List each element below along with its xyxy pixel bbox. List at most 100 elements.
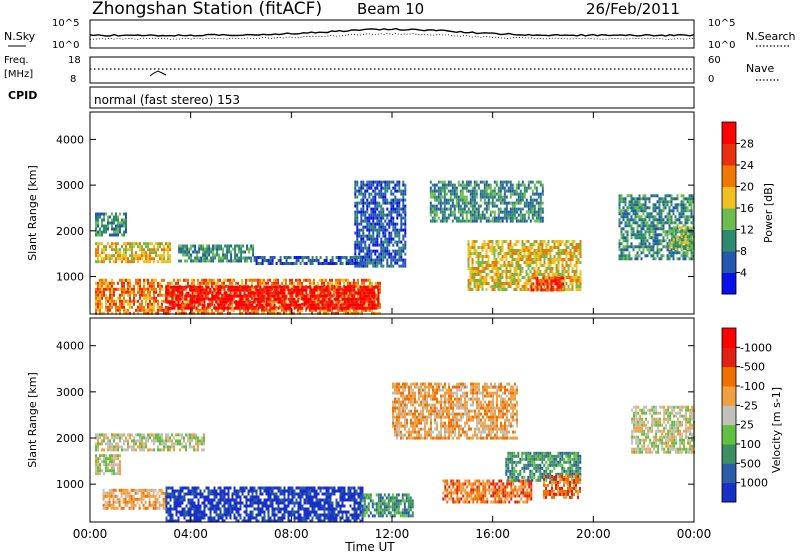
power-cell: [372, 201, 375, 205]
power-cell: [501, 270, 504, 273]
power-cell: [367, 297, 370, 301]
power-cell: [293, 281, 295, 285]
power-cell: [495, 216, 498, 220]
power-cell: [143, 242, 145, 246]
power-cell: [400, 255, 403, 259]
power-cell: [379, 305, 381, 309]
power-cell: [153, 278, 155, 282]
power-cell: [213, 306, 216, 310]
power-cell: [620, 230, 623, 234]
power-cell: [374, 180, 377, 184]
power-cell: [491, 189, 494, 193]
power-cell: [305, 306, 308, 310]
power-cell: [493, 249, 496, 252]
power-cell: [113, 260, 115, 264]
power-cell: [493, 264, 496, 267]
power-cell: [384, 246, 387, 250]
power-cell: [634, 209, 637, 213]
power-cell: [371, 294, 374, 298]
power-cell: [103, 281, 105, 285]
power-cell: [485, 180, 488, 184]
power-cell: [531, 207, 534, 211]
power-cell: [630, 203, 633, 207]
power-cell: [301, 256, 304, 259]
power-cell: [684, 238, 687, 242]
power-cell: [111, 305, 113, 309]
power-cell: [202, 244, 205, 248]
power-cell: [103, 260, 105, 264]
power-cell: [360, 213, 363, 217]
power-cell: [360, 198, 363, 202]
power-cell: [579, 270, 582, 273]
power-cell: [503, 255, 506, 258]
power-cell: [157, 299, 159, 303]
power-cell: [485, 288, 488, 291]
power-cell: [364, 213, 367, 217]
power-cell: [285, 306, 288, 310]
power-cell: [688, 218, 691, 222]
power-cell: [644, 203, 647, 207]
power-cell: [145, 308, 147, 312]
power-cell: [686, 229, 689, 233]
power-cell: [509, 261, 512, 264]
power-cell: [525, 282, 528, 285]
power-cell: [388, 213, 391, 217]
power-cell: [109, 260, 111, 264]
power-cell: [527, 204, 530, 208]
power-cell: [571, 276, 574, 279]
power-cell: [549, 246, 552, 249]
power-cell: [487, 243, 490, 246]
power-cell: [481, 267, 484, 270]
power-cell: [107, 299, 109, 303]
power-cell: [668, 244, 671, 248]
power-cell: [349, 300, 352, 304]
power-cell: [222, 259, 225, 263]
power-cell: [521, 240, 524, 243]
power-cell: [243, 291, 246, 295]
power-cell: [257, 256, 260, 259]
power-cell: [217, 308, 219, 312]
power-cell: [652, 242, 655, 246]
power-cell: [499, 219, 502, 223]
power-cell: [471, 189, 474, 193]
power-cell: [365, 302, 367, 306]
power-cell: [477, 273, 480, 276]
power-cell: [662, 206, 665, 210]
power-cell: [541, 273, 544, 276]
power-cell: [133, 296, 135, 300]
power-cell: [493, 258, 496, 261]
power-cell: [539, 210, 542, 214]
power-cell: [123, 287, 125, 291]
power-cell: [115, 299, 117, 303]
power-cell: [111, 245, 113, 249]
power-cell: [390, 210, 393, 214]
power-cell: [530, 282, 533, 286]
power-cell: [117, 257, 119, 261]
power-cell: [95, 218, 97, 222]
power-cell: [636, 215, 639, 219]
power-cell: [523, 282, 526, 285]
power-cell: [674, 244, 677, 248]
power-cell: [567, 288, 570, 291]
power-cell: [565, 270, 568, 273]
power-cell: [191, 288, 194, 292]
power-cell: [97, 281, 99, 285]
power-cell: [431, 192, 434, 196]
power-cell: [538, 282, 541, 286]
power-cell: [214, 244, 217, 248]
power-cell: [636, 224, 639, 228]
power-cell: [231, 302, 233, 306]
power-cell: [386, 252, 389, 256]
power-cell: [167, 251, 169, 255]
power-cell: [279, 300, 282, 304]
power-cell: [569, 261, 572, 264]
power-cell: [546, 282, 549, 286]
power-cell: [97, 290, 99, 294]
power-cell: [145, 293, 147, 297]
power-cell: [155, 299, 157, 303]
power-cell: [313, 303, 316, 307]
power-cell: [101, 257, 103, 261]
power-cell: [497, 219, 500, 223]
power-cell: [191, 291, 194, 295]
power-cell: [396, 234, 399, 238]
